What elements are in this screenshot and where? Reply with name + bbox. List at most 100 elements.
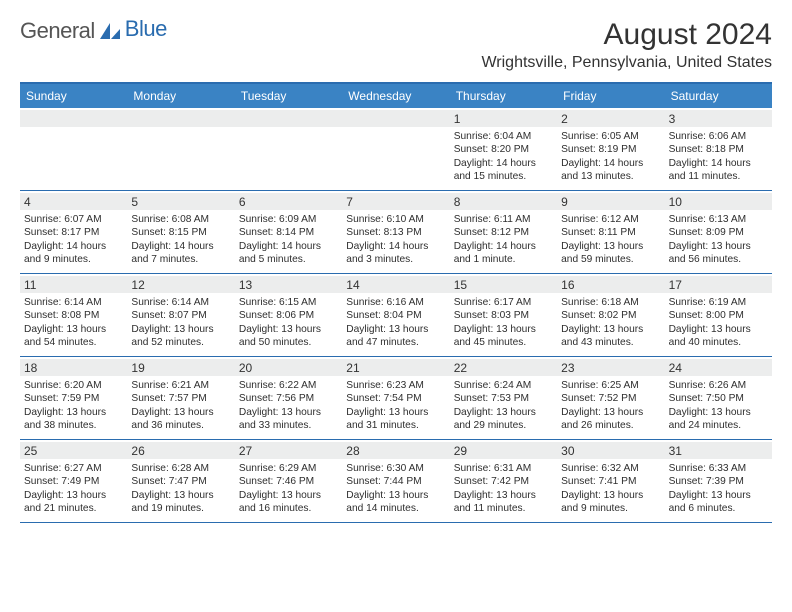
- sunrise-line: Sunrise: 6:06 AM: [669, 130, 768, 143]
- date-bar: 18: [20, 359, 127, 376]
- daylight-line: Daylight: 13 hours and 43 minutes.: [561, 323, 660, 350]
- calendar: Sunday Monday Tuesday Wednesday Thursday…: [20, 82, 772, 523]
- sunset-line: Sunset: 8:02 PM: [561, 309, 660, 322]
- sunrise-line: Sunrise: 6:08 AM: [131, 213, 230, 226]
- sunset-line: Sunset: 8:03 PM: [454, 309, 553, 322]
- dayname: Saturday: [665, 84, 772, 108]
- sunset-line: Sunset: 8:20 PM: [454, 143, 553, 156]
- sunset-line: Sunset: 8:07 PM: [131, 309, 230, 322]
- sunrise-line: Sunrise: 6:27 AM: [24, 462, 123, 475]
- dayname: Thursday: [450, 84, 557, 108]
- sunrise-line: Sunrise: 6:21 AM: [131, 379, 230, 392]
- sunset-line: Sunset: 7:50 PM: [669, 392, 768, 405]
- date-bar: 5: [127, 193, 234, 210]
- day-info: Sunrise: 6:05 AMSunset: 8:19 PMDaylight:…: [561, 130, 660, 184]
- date-bar: [235, 110, 342, 127]
- dayname-row: Sunday Monday Tuesday Wednesday Thursday…: [20, 84, 772, 108]
- day-cell: 7Sunrise: 6:10 AMSunset: 8:13 PMDaylight…: [342, 191, 449, 273]
- date-bar: 22: [450, 359, 557, 376]
- date-number: 24: [669, 361, 768, 375]
- day-info: Sunrise: 6:31 AMSunset: 7:42 PMDaylight:…: [454, 462, 553, 516]
- date-number: 10: [669, 195, 768, 209]
- date-bar: 11: [20, 276, 127, 293]
- day-cell: 2 Sunrise: 6:05 AMSunset: 8:19 PMDaylight…: [557, 108, 664, 190]
- date-number: 3: [669, 112, 768, 126]
- sunset-line: Sunset: 7:41 PM: [561, 475, 660, 488]
- day-info: Sunrise: 6:24 AMSunset: 7:53 PMDaylight:…: [454, 379, 553, 433]
- date-bar: 20: [235, 359, 342, 376]
- week-row: 25Sunrise: 6:27 AMSunset: 7:49 PMDayligh…: [20, 440, 772, 523]
- date-bar: [342, 110, 449, 127]
- sunset-line: Sunset: 8:08 PM: [24, 309, 123, 322]
- header-row: General Blue August 2024 Wrightsville, P…: [20, 18, 772, 72]
- day-info: Sunrise: 6:18 AMSunset: 8:02 PMDaylight:…: [561, 296, 660, 350]
- date-bar: 8: [450, 193, 557, 210]
- sunset-line: Sunset: 8:18 PM: [669, 143, 768, 156]
- daylight-line: Daylight: 13 hours and 26 minutes.: [561, 406, 660, 433]
- date-bar: 10: [665, 193, 772, 210]
- date-number: 2: [561, 112, 660, 126]
- sunrise-line: Sunrise: 6:22 AM: [239, 379, 338, 392]
- week-row: 4Sunrise: 6:07 AMSunset: 8:17 PMDaylight…: [20, 191, 772, 274]
- date-number: 14: [346, 278, 445, 292]
- date-number: 23: [561, 361, 660, 375]
- daylight-line: Daylight: 13 hours and 56 minutes.: [669, 240, 768, 267]
- sunrise-line: Sunrise: 6:25 AM: [561, 379, 660, 392]
- date-number: 26: [131, 444, 230, 458]
- sunrise-line: Sunrise: 6:14 AM: [24, 296, 123, 309]
- daylight-line: Daylight: 13 hours and 21 minutes.: [24, 489, 123, 516]
- day-cell: 31Sunrise: 6:33 AMSunset: 7:39 PMDayligh…: [665, 440, 772, 522]
- sunset-line: Sunset: 8:12 PM: [454, 226, 553, 239]
- date-bar: 9: [557, 193, 664, 210]
- day-info: Sunrise: 6:09 AMSunset: 8:14 PMDaylight:…: [239, 213, 338, 267]
- date-bar: 7: [342, 193, 449, 210]
- sunset-line: Sunset: 8:06 PM: [239, 309, 338, 322]
- date-number: 1: [454, 112, 553, 126]
- date-number: 29: [454, 444, 553, 458]
- daylight-line: Daylight: 14 hours and 5 minutes.: [239, 240, 338, 267]
- day-info: Sunrise: 6:16 AMSunset: 8:04 PMDaylight:…: [346, 296, 445, 350]
- sunset-line: Sunset: 7:46 PM: [239, 475, 338, 488]
- date-number: 16: [561, 278, 660, 292]
- day-info: Sunrise: 6:06 AMSunset: 8:18 PMDaylight:…: [669, 130, 768, 184]
- day-cell: 22 Sunrise: 6:24 AMSunset: 7:53 PMDayligh…: [450, 357, 557, 439]
- day-cell: 24Sunrise: 6:26 AMSunset: 7:50 PMDayligh…: [665, 357, 772, 439]
- day-info: Sunrise: 6:11 AMSunset: 8:12 PMDaylight:…: [454, 213, 553, 267]
- day-cell: 19Sunrise: 6:21 AMSunset: 7:57 PMDayligh…: [127, 357, 234, 439]
- sunrise-line: Sunrise: 6:31 AM: [454, 462, 553, 475]
- day-cell: 21Sunrise: 6:23 AMSunset: 7:54 PMDayligh…: [342, 357, 449, 439]
- date-bar: 3: [665, 110, 772, 127]
- date-bar: 29: [450, 442, 557, 459]
- day-cell: 6 Sunrise: 6:09 AMSunset: 8:14 PMDaylight…: [235, 191, 342, 273]
- date-number: 8: [454, 195, 553, 209]
- day-info: Sunrise: 6:25 AMSunset: 7:52 PMDaylight:…: [561, 379, 660, 433]
- daylight-line: Daylight: 13 hours and 40 minutes.: [669, 323, 768, 350]
- sunrise-line: Sunrise: 6:24 AM: [454, 379, 553, 392]
- sunrise-line: Sunrise: 6:23 AM: [346, 379, 445, 392]
- day-info: Sunrise: 6:14 AMSunset: 8:07 PMDaylight:…: [131, 296, 230, 350]
- day-info: Sunrise: 6:07 AMSunset: 8:17 PMDaylight:…: [24, 213, 123, 267]
- day-cell: 23 Sunrise: 6:25 AMSunset: 7:52 PMDayligh…: [557, 357, 664, 439]
- date-number: [346, 112, 445, 126]
- day-cell: 5Sunrise: 6:08 AMSunset: 8:15 PMDaylight…: [127, 191, 234, 273]
- sunrise-line: Sunrise: 6:15 AM: [239, 296, 338, 309]
- week-row: 1Sunrise: 6:04 AMSunset: 8:20 PMDaylight…: [20, 108, 772, 191]
- date-bar: 1: [450, 110, 557, 127]
- date-bar: [20, 110, 127, 127]
- date-bar: 6: [235, 193, 342, 210]
- day-info: Sunrise: 6:30 AMSunset: 7:44 PMDaylight:…: [346, 462, 445, 516]
- dayname: Tuesday: [235, 84, 342, 108]
- daylight-line: Daylight: 14 hours and 9 minutes.: [24, 240, 123, 267]
- date-bar: 25: [20, 442, 127, 459]
- day-cell: 18Sunrise: 6:20 AMSunset: 7:59 PMDayligh…: [20, 357, 127, 439]
- dayname: Friday: [557, 84, 664, 108]
- day-cell: 29 Sunrise: 6:31 AMSunset: 7:42 PMDayligh…: [450, 440, 557, 522]
- day-cell: [235, 108, 342, 190]
- day-cell: 9Sunrise: 6:12 AMSunset: 8:11 PMDaylight…: [557, 191, 664, 273]
- day-info: Sunrise: 6:13 AMSunset: 8:09 PMDaylight:…: [669, 213, 768, 267]
- day-info: Sunrise: 6:21 AMSunset: 7:57 PMDaylight:…: [131, 379, 230, 433]
- date-bar: 30: [557, 442, 664, 459]
- sunrise-line: Sunrise: 6:09 AM: [239, 213, 338, 226]
- date-bar: 21: [342, 359, 449, 376]
- sunset-line: Sunset: 8:13 PM: [346, 226, 445, 239]
